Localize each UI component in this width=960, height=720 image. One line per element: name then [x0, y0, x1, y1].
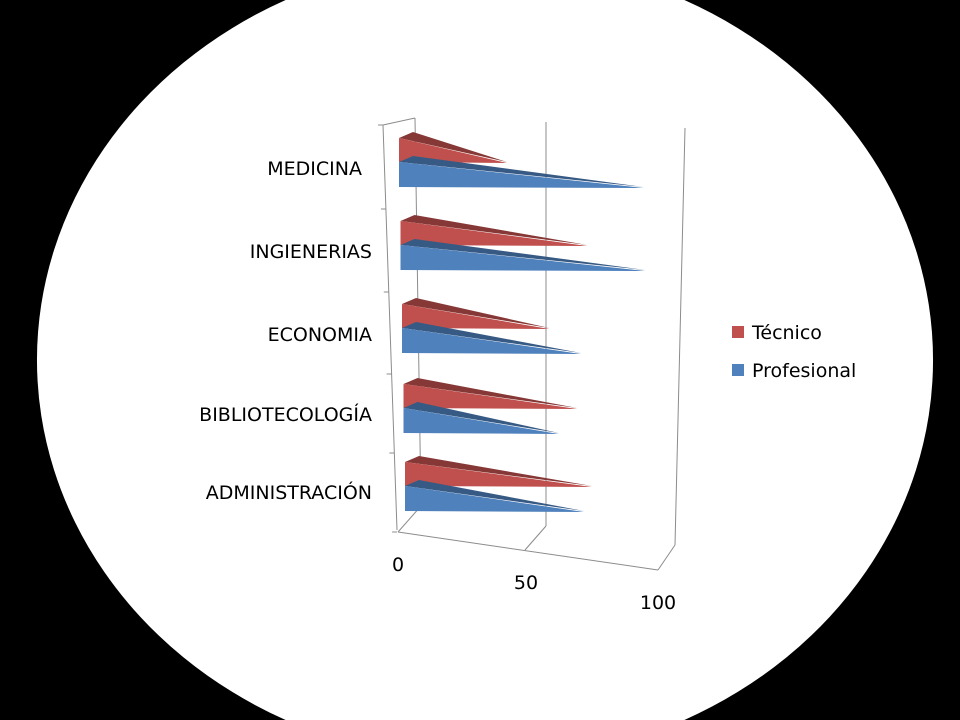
bar-top-face: [399, 132, 507, 162]
category-label: MEDICINA: [267, 158, 362, 180]
bar-front-face: [399, 162, 644, 188]
bar-top-face: [402, 298, 550, 328]
legend: Técnico Profesional: [732, 322, 856, 382]
floor-front: [397, 531, 659, 571]
back-wall-left: [382, 124, 398, 531]
legend-label-tecnico: Técnico: [751, 322, 822, 344]
x-tick-50: 50: [514, 572, 538, 594]
bar-profesional: [405, 480, 584, 512]
bar-tecnico: [403, 378, 578, 409]
bar-front-face: [400, 221, 588, 246]
floor-mid: [524, 525, 547, 551]
category-label: INGIENERIAS: [250, 241, 372, 263]
bar-top-face: [405, 480, 584, 511]
bar-top-face: [400, 215, 588, 245]
gridline-100: [674, 127, 686, 546]
bar-tecnico: [402, 298, 550, 329]
bar-front-face: [403, 384, 578, 409]
legend-swatch-profesional: [732, 364, 744, 376]
bar-profesional: [403, 402, 559, 434]
category-label: ECONOMIA: [268, 324, 372, 346]
bar-front-face: [400, 245, 646, 271]
bar-top-face: [400, 239, 646, 270]
legend-label-profesional: Profesional: [752, 360, 856, 382]
bar-top-face: [403, 402, 559, 433]
bar-front-face: [405, 486, 584, 512]
back-wall-top: [382, 117, 416, 126]
bar-front-face: [405, 462, 592, 487]
bar-tecnico: [400, 215, 588, 246]
bar-front-face: [402, 304, 550, 329]
floor-right: [657, 544, 676, 571]
bar-front-face: [399, 138, 507, 163]
legend-swatch-tecnico: [732, 326, 744, 338]
x-tick-100: 100: [640, 592, 676, 614]
bar-profesional: [400, 239, 646, 271]
bar-tecnico: [405, 456, 592, 487]
bar-front-face: [403, 408, 559, 434]
bar-top-face: [405, 456, 592, 486]
background-ellipse: [36, 0, 934, 720]
bar-top-face: [402, 322, 581, 353]
category-label: ADMINISTRACIÓN: [206, 480, 372, 504]
bar-top-face: [399, 156, 644, 187]
bar-profesional: [402, 322, 581, 354]
category-label: BIBLIOTECOLOGÍA: [199, 403, 372, 426]
bar-top-face: [403, 378, 578, 408]
x-tick-0: 0: [392, 554, 404, 576]
bar-tecnico: [399, 132, 507, 163]
bar-front-face: [402, 328, 581, 354]
bar-profesional: [399, 156, 644, 188]
